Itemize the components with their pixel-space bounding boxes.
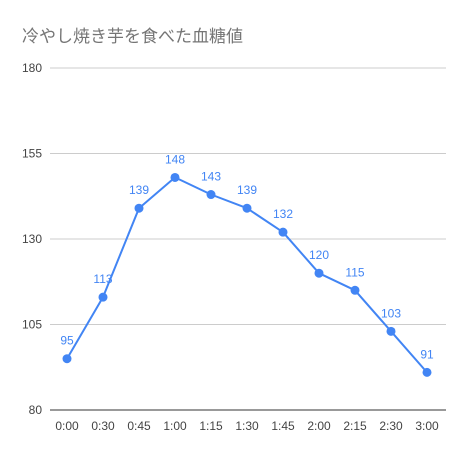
x-tick-label: 2:30 xyxy=(379,419,403,433)
y-tick-label: 80 xyxy=(29,403,43,417)
x-tick-label: 1:30 xyxy=(235,419,259,433)
data-labels: 95 113 139 148 143 139 132 120 115 103 91 xyxy=(60,152,434,361)
x-tick-label: 0:30 xyxy=(91,419,115,433)
data-label: 95 xyxy=(60,334,74,348)
x-tick-label: 1:45 xyxy=(271,419,295,433)
data-point xyxy=(386,326,396,336)
x-tick-label: 0:00 xyxy=(55,419,79,433)
data-point xyxy=(62,354,72,364)
data-point xyxy=(98,292,108,302)
data-label: 139 xyxy=(129,183,149,197)
y-tick-label: 155 xyxy=(22,147,42,161)
data-point xyxy=(350,285,360,295)
data-label: 91 xyxy=(420,347,434,361)
data-point xyxy=(278,227,288,237)
x-axis-ticks: 0:00 0:30 0:45 1:00 1:15 1:30 1:45 2:00 2:15 2:30… xyxy=(55,419,439,433)
y-axis-ticks: 80 105 130 155 180 xyxy=(22,61,42,417)
data-point xyxy=(206,190,216,200)
data-point xyxy=(314,268,324,278)
y-tick-label: 180 xyxy=(22,61,42,75)
data-point xyxy=(422,367,432,377)
x-tick-label: 1:15 xyxy=(199,419,223,433)
data-label: 143 xyxy=(201,170,221,184)
data-point xyxy=(134,203,144,213)
data-label: 120 xyxy=(309,248,329,262)
x-tick-label: 3:00 xyxy=(415,419,439,433)
data-label: 103 xyxy=(381,306,401,320)
data-point xyxy=(170,172,180,182)
y-tick-label: 130 xyxy=(22,232,42,246)
x-tick-label: 1:00 xyxy=(163,419,187,433)
data-label: 115 xyxy=(345,265,364,279)
gridlines xyxy=(50,67,446,411)
data-point xyxy=(242,203,252,213)
x-tick-label: 2:15 xyxy=(343,419,367,433)
x-tick-label: 2:00 xyxy=(307,419,331,433)
chart-title: 冷やし焼き芋を食べた血糖値 xyxy=(22,27,243,47)
x-tick-label: 0:45 xyxy=(127,419,151,433)
data-label: 132 xyxy=(273,207,293,221)
data-label: 113 xyxy=(93,272,112,286)
y-tick-label: 105 xyxy=(22,318,42,332)
data-points xyxy=(62,172,432,377)
data-label: 148 xyxy=(165,152,185,166)
data-label: 139 xyxy=(237,183,257,197)
